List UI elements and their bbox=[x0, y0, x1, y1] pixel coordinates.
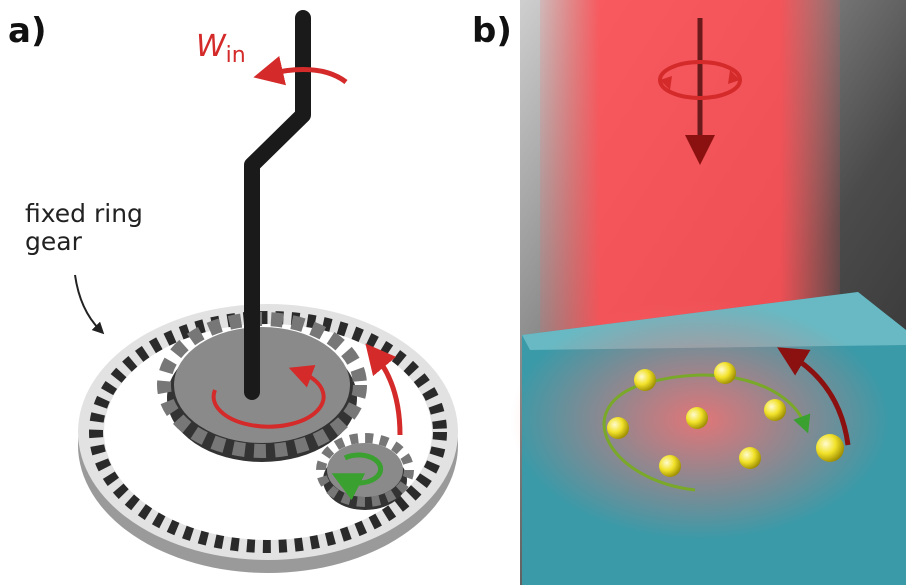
planet-gear bbox=[327, 443, 403, 497]
panel-a: a) Win fixed ring gear bbox=[8, 11, 458, 573]
particle bbox=[686, 407, 708, 429]
particle bbox=[714, 362, 736, 384]
particle bbox=[816, 434, 844, 462]
particle bbox=[739, 447, 761, 469]
panel-b-label: b) bbox=[472, 11, 512, 51]
particle bbox=[634, 369, 656, 391]
input-work-subscript: in bbox=[226, 43, 246, 68]
particle bbox=[659, 455, 681, 477]
ring-gear-label: gear bbox=[25, 227, 83, 256]
panel-a-label: a) bbox=[8, 11, 46, 51]
ring-label-arrow bbox=[75, 275, 100, 330]
ring-gear-label: fixed ring bbox=[25, 199, 143, 228]
particle bbox=[607, 417, 629, 439]
particle bbox=[764, 399, 786, 421]
input-work-symbol: W bbox=[196, 29, 227, 64]
figure-canvas: a) Win fixed ring gear b) bbox=[0, 0, 906, 585]
panel-b: b) bbox=[472, 0, 906, 585]
figure: a) Win fixed ring gear b) bbox=[0, 0, 906, 585]
input-work: Win bbox=[196, 29, 246, 68]
